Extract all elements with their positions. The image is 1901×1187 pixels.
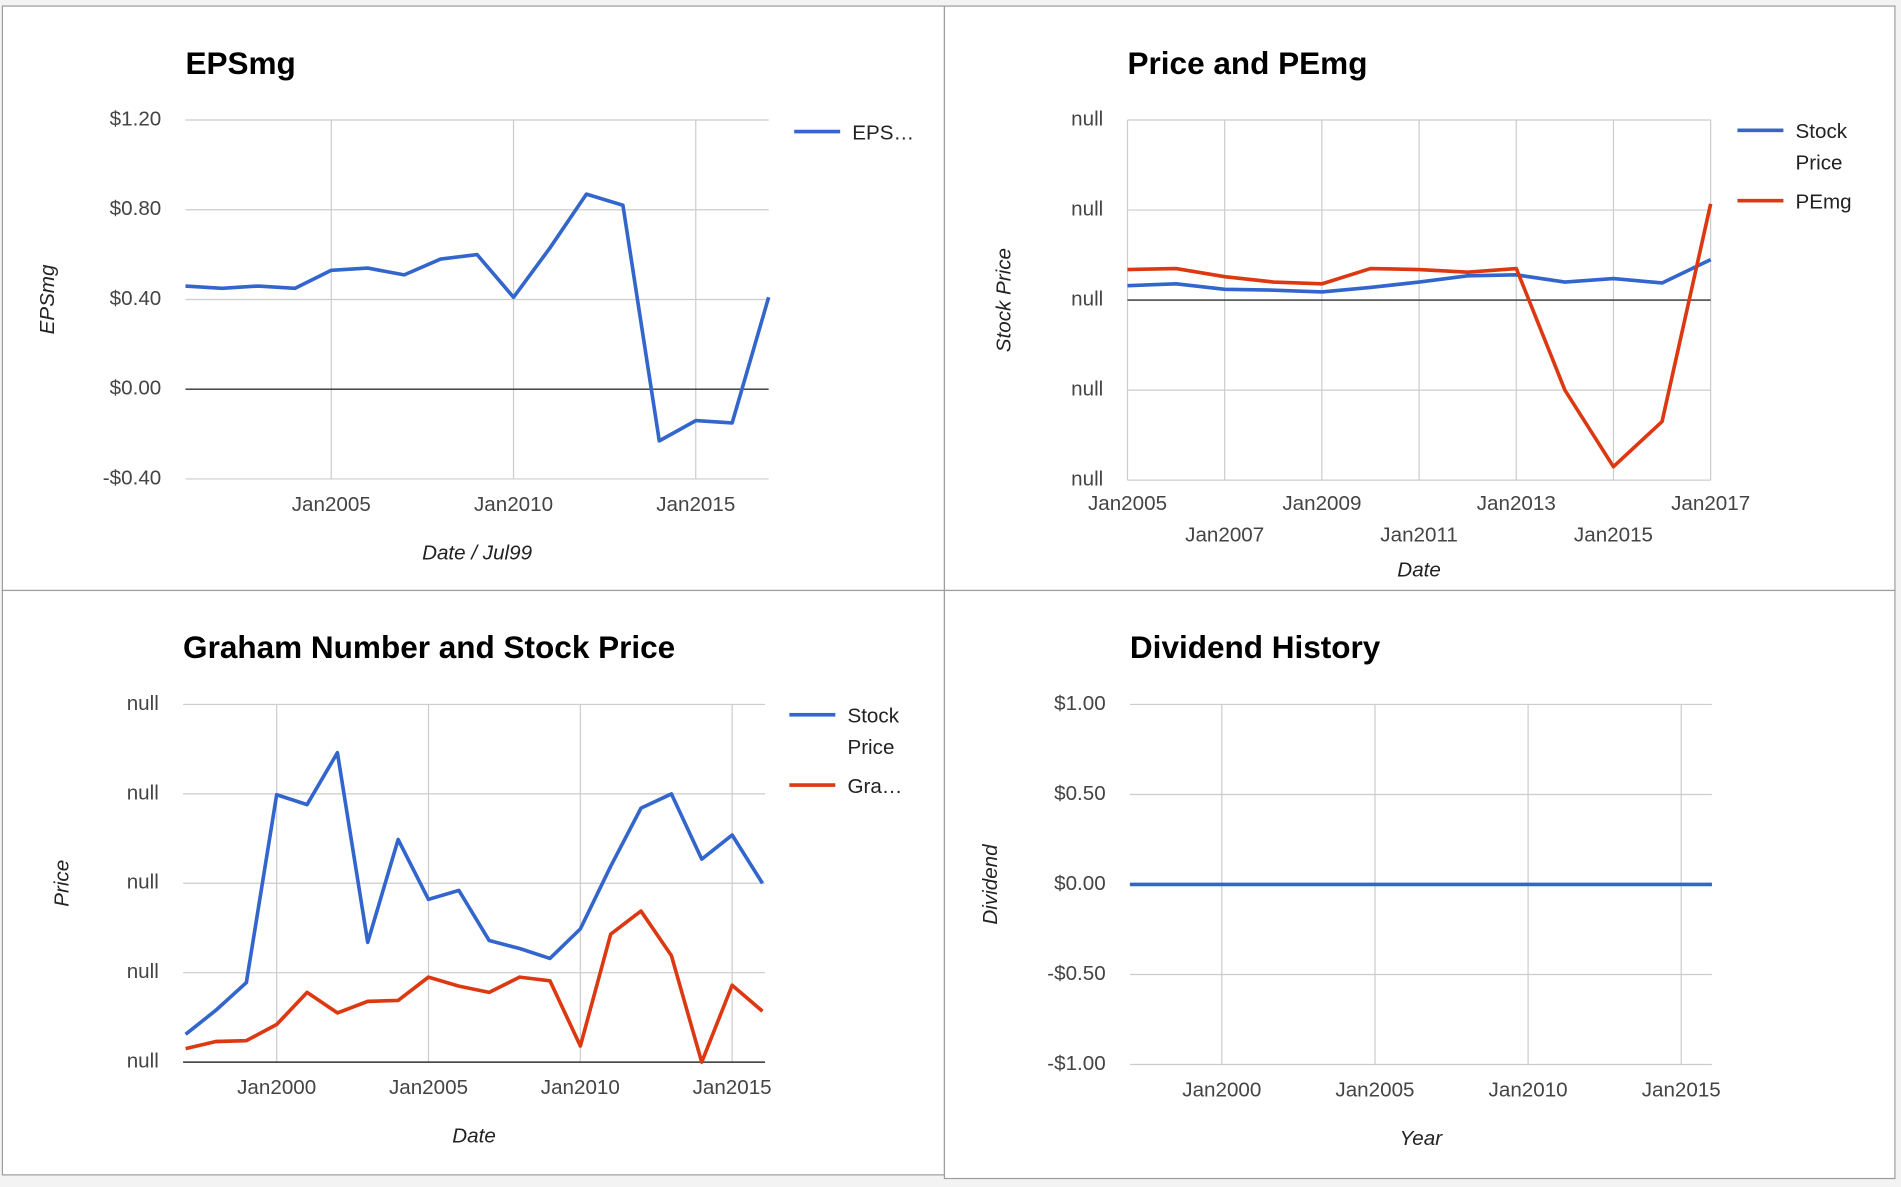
y-tick-label: null [127, 781, 159, 804]
x-tick-label: Jan2015 [656, 493, 735, 516]
y-tick-label: $0.40 [110, 287, 162, 310]
y-tick-label: -$0.50 [1047, 962, 1105, 985]
legend-swatch [789, 712, 836, 717]
x-tick-label: Jan2015 [1642, 1079, 1721, 1102]
legend: Stock Price Gra… [789, 701, 941, 803]
legend-entry: Stock Price [789, 701, 941, 764]
y-tick-label: -$0.40 [103, 466, 161, 489]
y-axis-label: Dividend [979, 844, 1002, 925]
series-line [185, 909, 764, 1064]
y-axis-label: EPSmg [36, 264, 59, 334]
y-tick-label: null [127, 1050, 159, 1073]
series-line [184, 750, 765, 1036]
series-line [185, 192, 771, 443]
legend-swatch [789, 783, 836, 787]
legend-box: Stock Price PEmg [1737, 116, 1889, 218]
legend-swatch [1737, 128, 1784, 133]
y-tick-label: null [1071, 197, 1103, 220]
x-axis-label: Date / Jul99 [422, 542, 533, 565]
legend-label: PEmg [1795, 190, 1852, 214]
legend: Stock Price PEmg [1737, 116, 1889, 218]
x-tick-label: Jan2005 [1088, 492, 1167, 515]
y-tick-label: null [1071, 468, 1103, 491]
y-tick-label: $0.00 [110, 377, 162, 400]
x-tick-label: Jan2015 [1574, 523, 1653, 546]
y-axis-label: Stock Price [992, 248, 1015, 352]
chart-title: Dividend History [1130, 629, 1381, 665]
series-line [1127, 257, 1712, 294]
y-tick-label: null [1071, 107, 1103, 130]
y-tick-label: $1.20 [110, 107, 162, 130]
x-axis-label: Date [1397, 559, 1441, 582]
x-tick-label: Jan2017 [1671, 492, 1750, 515]
x-tick-label: Jan2010 [541, 1076, 620, 1099]
legend-label: EPS… [852, 121, 915, 145]
legend-label: Stock Price [1795, 120, 1848, 175]
x-tick-label: Jan2015 [693, 1076, 772, 1099]
x-axis-label: Year [1400, 1127, 1444, 1150]
y-tick-label: $0.50 [1054, 782, 1106, 805]
x-tick-label: Jan2005 [292, 493, 371, 516]
legend-swatch [1737, 198, 1784, 203]
x-tick-label: Jan2005 [1335, 1079, 1414, 1102]
y-tick-label: null [1071, 378, 1103, 401]
x-tick-label: Jan2010 [474, 493, 553, 516]
legend-label: Gra… [847, 774, 903, 798]
y-tick-label: $0.00 [1054, 872, 1106, 895]
x-tick-label: Jan2010 [1489, 1079, 1568, 1102]
y-tick-label: -$1.00 [1047, 1052, 1105, 1075]
chart-title: EPSmg [185, 45, 295, 81]
chart-title: Price and PEmg [1128, 45, 1368, 81]
legend-entry: Gra… [789, 771, 941, 803]
x-tick-label: Jan2005 [389, 1076, 468, 1099]
x-tick-label: Jan2013 [1477, 492, 1556, 515]
x-tick-label: Jan2009 [1282, 492, 1361, 515]
legend-entry: Stock Price [1737, 116, 1889, 179]
x-axis-label: Date [452, 1125, 496, 1148]
x-tick-label: Jan2000 [1182, 1079, 1261, 1102]
y-tick-label: null [1071, 288, 1103, 311]
x-tick-label: Jan2000 [237, 1076, 316, 1099]
legend-box: EPS… [794, 118, 946, 150]
y-tick-label: $1.00 [1054, 692, 1106, 715]
y-tick-label: null [127, 692, 159, 715]
legend: EPS… [794, 118, 946, 150]
y-tick-label: null [127, 960, 159, 983]
legend-entry: PEmg [1737, 187, 1889, 219]
y-tick-label: $0.80 [110, 197, 162, 220]
legend-entry: EPS… [794, 118, 946, 150]
legend-label: Stock Price [847, 704, 900, 760]
series-line [1127, 203, 1713, 469]
x-tick-label: Jan2007 [1185, 523, 1264, 546]
x-tick-label: Jan2011 [1380, 523, 1458, 546]
legend-box: Stock Price Gra… [789, 701, 941, 803]
chart-title: Graham Number and Stock Price [183, 629, 675, 665]
y-tick-label: null [127, 871, 159, 894]
chart-panel [1, 5, 946, 592]
y-axis-label: Price [50, 860, 73, 907]
legend-swatch [794, 129, 841, 134]
